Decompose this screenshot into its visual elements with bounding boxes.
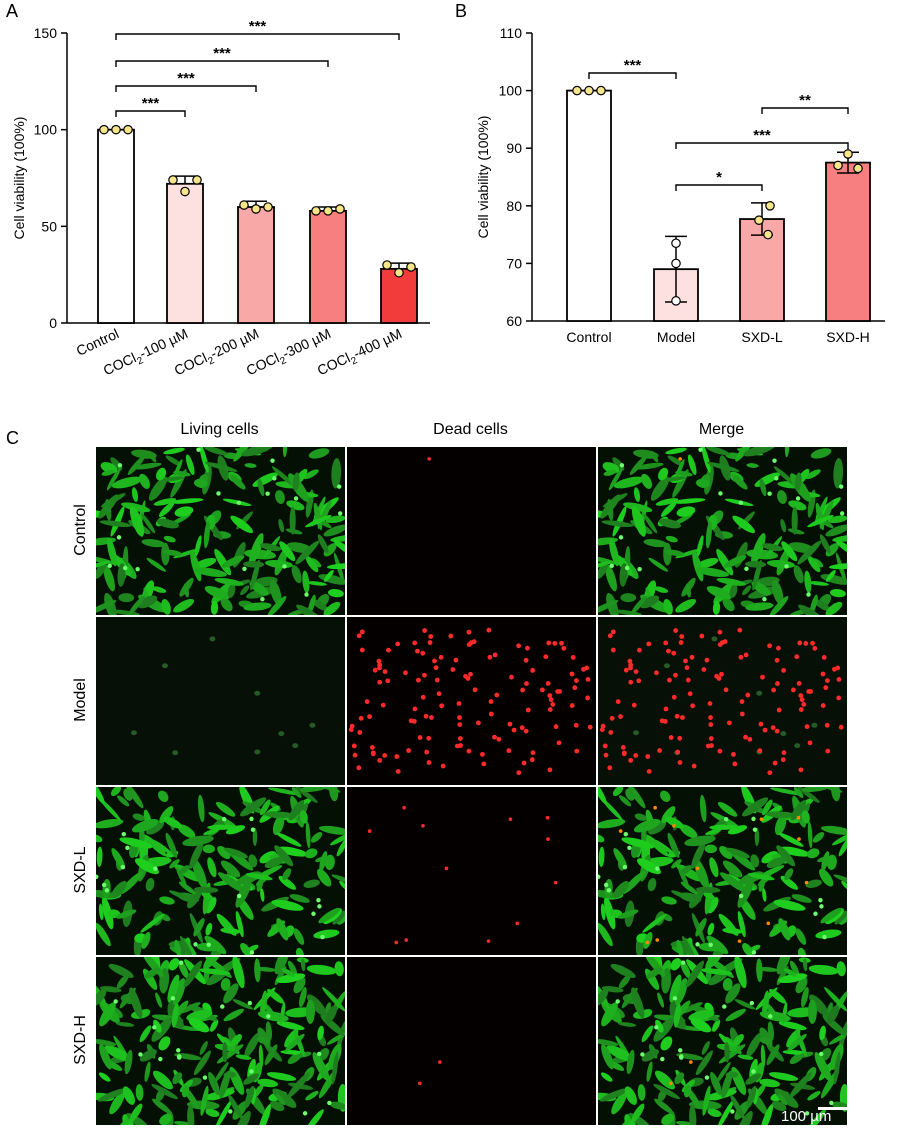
row-label-sxd-h: SXD-H bbox=[72, 1015, 89, 1065]
y-tick-label: 110 bbox=[500, 25, 523, 41]
column-label-living: Living cells bbox=[180, 421, 259, 438]
bar bbox=[237, 206, 275, 324]
y-tick-label: 70 bbox=[506, 255, 522, 271]
y-axis-label: Cell viability (100%) bbox=[475, 116, 491, 239]
y-axis-label: Cell viability (100%) bbox=[11, 117, 27, 240]
micrograph-control-dead bbox=[347, 447, 596, 615]
data-point bbox=[843, 149, 853, 159]
data-point bbox=[168, 175, 178, 185]
micrograph-model-living bbox=[96, 617, 345, 785]
x-tick-label: SXD-H bbox=[826, 329, 870, 345]
y-tick-label: 100 bbox=[34, 122, 58, 138]
data-point bbox=[596, 85, 606, 96]
data-point bbox=[765, 201, 775, 211]
panel-letter-a: A bbox=[6, 1, 19, 21]
significance-label: *** bbox=[177, 70, 195, 87]
data-point bbox=[671, 238, 681, 249]
data-point bbox=[572, 85, 582, 96]
significance-bracket bbox=[115, 85, 257, 92]
data-point bbox=[123, 124, 133, 135]
data-point bbox=[671, 258, 681, 269]
micrograph-sxd-l-living bbox=[96, 787, 345, 955]
significance-bracket bbox=[675, 142, 849, 149]
bar bbox=[166, 182, 204, 324]
significance-label: *** bbox=[213, 45, 231, 62]
column-label-dead: Dead cells bbox=[433, 421, 508, 438]
x-tick-label: Control bbox=[74, 325, 122, 359]
data-point bbox=[671, 296, 681, 306]
significance-label: *** bbox=[142, 95, 160, 112]
data-point bbox=[853, 163, 863, 174]
bar bbox=[566, 89, 612, 322]
significance-bracket bbox=[115, 33, 400, 40]
data-point bbox=[382, 260, 392, 270]
chart-b: 60 70 80 90 100 110 Cell viability (100%) Contr… bbox=[475, 25, 885, 345]
data-point bbox=[833, 160, 843, 171]
y-tick-label: 0 bbox=[49, 315, 57, 331]
data-point bbox=[335, 204, 345, 214]
micrograph-sxd-l-dead bbox=[347, 787, 596, 955]
data-point bbox=[192, 175, 202, 185]
x-tick-label: Model bbox=[657, 329, 695, 345]
significance-bracket bbox=[675, 184, 763, 191]
data-point bbox=[239, 200, 249, 210]
significance-bracket bbox=[588, 72, 677, 79]
y-tick-label: 60 bbox=[506, 313, 522, 329]
data-point bbox=[406, 262, 416, 272]
data-point bbox=[323, 206, 333, 216]
micrograph-sxd-h-dead bbox=[347, 957, 596, 1125]
data-point bbox=[763, 229, 773, 240]
y-tick-label: 100 bbox=[499, 83, 523, 99]
significance-bracket bbox=[115, 60, 329, 67]
bar bbox=[380, 267, 418, 324]
micrograph-control-living bbox=[96, 447, 345, 615]
data-point bbox=[394, 267, 404, 278]
data-point bbox=[311, 206, 321, 216]
y-tick-label: 50 bbox=[41, 218, 57, 234]
significance-bracket bbox=[115, 110, 186, 117]
data-point bbox=[180, 186, 190, 197]
panel-letter-c: C bbox=[6, 428, 19, 448]
data-point bbox=[584, 85, 594, 96]
bar bbox=[97, 128, 135, 324]
x-tick-label: SXD-L bbox=[741, 329, 782, 345]
bar bbox=[825, 161, 871, 322]
panel-letter-b: B bbox=[455, 1, 468, 21]
micrograph-model-dead bbox=[347, 617, 596, 785]
significance-label: ** bbox=[799, 92, 811, 109]
data-point bbox=[111, 124, 121, 135]
significance-label: *** bbox=[753, 127, 771, 144]
row-label-sxd-l: SXD-L bbox=[72, 846, 89, 894]
significance-bracket bbox=[761, 107, 849, 114]
scale-bar bbox=[818, 1107, 848, 1110]
significance-label: *** bbox=[249, 18, 267, 35]
y-tick-label: 80 bbox=[506, 198, 522, 214]
micrograph-sxd-h-living bbox=[96, 957, 345, 1125]
data-point bbox=[754, 215, 764, 225]
row-label-model: Model bbox=[72, 678, 89, 722]
micrograph-control-merge bbox=[598, 447, 847, 615]
x-tick-label: Control bbox=[566, 329, 611, 345]
y-tick-label: 150 bbox=[34, 25, 58, 41]
micrograph-sxd-l-merge bbox=[598, 787, 847, 955]
data-point bbox=[99, 124, 109, 135]
data-point bbox=[251, 204, 261, 214]
significance-label: *** bbox=[624, 57, 642, 74]
micrograph-sxd-h-merge bbox=[598, 957, 847, 1125]
column-label-merge: Merge bbox=[698, 421, 745, 438]
bar bbox=[309, 209, 347, 324]
row-label-control: Control bbox=[72, 504, 89, 556]
significance-label: * bbox=[716, 169, 722, 186]
micrograph-model-merge bbox=[598, 617, 847, 785]
data-point bbox=[263, 202, 273, 212]
scale-bar-label: 100 µm bbox=[781, 1108, 832, 1125]
y-tick-label: 90 bbox=[506, 140, 522, 156]
